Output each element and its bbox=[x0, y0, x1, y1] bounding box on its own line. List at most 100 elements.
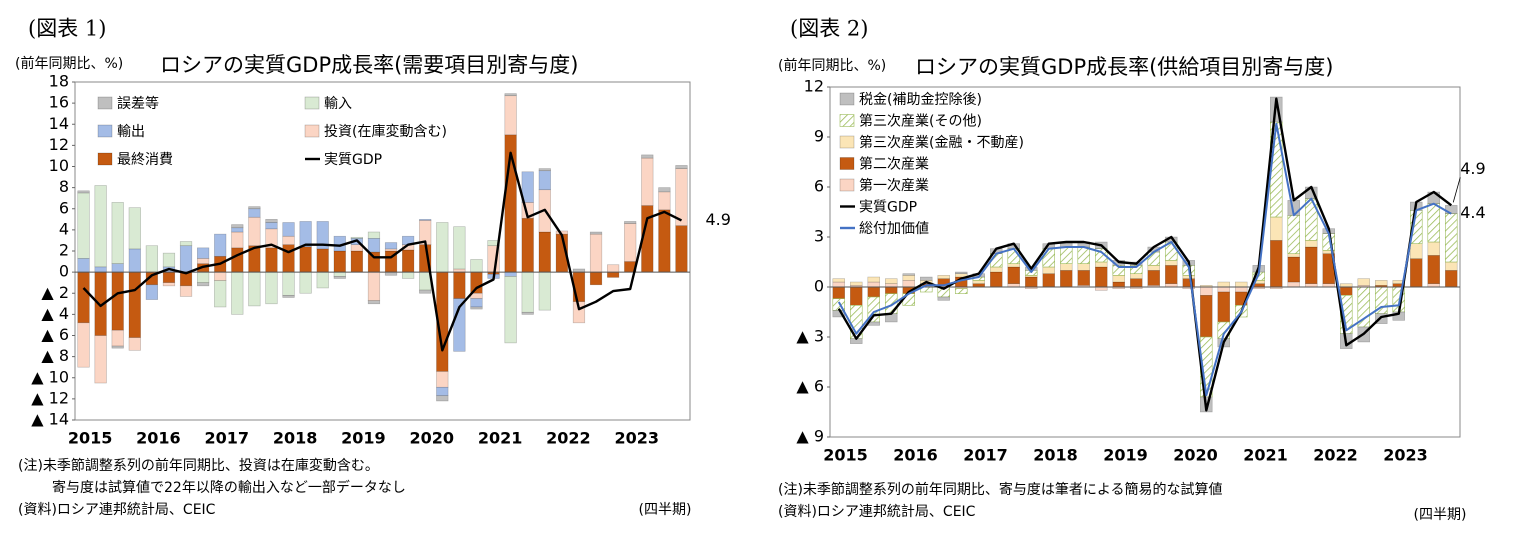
bar bbox=[128, 248, 141, 273]
bar bbox=[849, 281, 863, 286]
y-tick-label: ▲ 2 bbox=[41, 283, 69, 302]
bar bbox=[111, 263, 124, 273]
bar bbox=[179, 245, 193, 273]
bar bbox=[1112, 281, 1126, 288]
bar bbox=[1270, 240, 1283, 288]
bar bbox=[902, 275, 915, 281]
bar bbox=[94, 335, 107, 384]
bar bbox=[1427, 255, 1441, 284]
bar bbox=[884, 278, 898, 284]
bar bbox=[214, 280, 227, 308]
legend-swatch bbox=[304, 96, 320, 110]
bar bbox=[1077, 270, 1091, 286]
bar bbox=[1130, 273, 1143, 279]
note: 寄与度は試算値で22年以降の輸出入など一部データなし bbox=[52, 479, 406, 496]
bar bbox=[1287, 256, 1301, 283]
x-tick-label: 2015 bbox=[823, 446, 868, 465]
bar bbox=[197, 258, 210, 264]
bar bbox=[1165, 260, 1178, 266]
bar bbox=[231, 271, 244, 315]
bar bbox=[402, 249, 415, 273]
legend-swatch bbox=[839, 92, 855, 106]
legend-swatch bbox=[97, 152, 113, 166]
bar bbox=[453, 271, 466, 299]
bar bbox=[1060, 263, 1073, 271]
y-tick-label: 6 bbox=[59, 198, 69, 217]
bar bbox=[937, 275, 950, 279]
bar bbox=[504, 95, 517, 136]
bar bbox=[179, 285, 193, 297]
bar bbox=[145, 245, 158, 273]
figure-label: (図表 2) bbox=[790, 17, 868, 41]
bar bbox=[589, 231, 603, 235]
bar bbox=[265, 219, 278, 223]
y-tick-label: ▲ 8 bbox=[41, 346, 69, 365]
legend-swatch bbox=[97, 96, 113, 110]
legend-swatch bbox=[304, 124, 320, 138]
bar bbox=[94, 266, 107, 273]
x-axis-label: (四半期) bbox=[639, 502, 692, 518]
bar bbox=[832, 286, 845, 299]
legend-label: 実質GDP bbox=[324, 152, 382, 168]
y-tick-label: ▲ 6 bbox=[796, 377, 824, 396]
x-tick-label: 2022 bbox=[1313, 446, 1358, 465]
y-tick-label: ▲ 14 bbox=[31, 410, 69, 429]
bar bbox=[1042, 273, 1056, 288]
y-tick-label: 12 bbox=[49, 135, 69, 154]
bar bbox=[231, 231, 244, 249]
bar bbox=[1077, 263, 1091, 271]
bar bbox=[1147, 265, 1161, 271]
bar bbox=[282, 244, 295, 273]
bar bbox=[470, 271, 483, 294]
bar bbox=[624, 223, 637, 262]
legend-swatch bbox=[839, 135, 855, 149]
bar bbox=[248, 271, 261, 307]
bar bbox=[248, 208, 261, 218]
note: (注)未季節調整系列の前年同期比、寄与度は筆者による簡易的な試算値 bbox=[778, 481, 1223, 498]
bar bbox=[333, 250, 346, 273]
bar bbox=[658, 187, 671, 193]
bar bbox=[1130, 278, 1143, 288]
legend-label: 投資(在庫変動含む) bbox=[324, 123, 447, 140]
bar bbox=[1287, 215, 1301, 254]
bar bbox=[316, 248, 329, 273]
bar bbox=[128, 337, 141, 351]
bar bbox=[419, 219, 432, 221]
bar bbox=[470, 259, 483, 273]
bar bbox=[521, 171, 534, 203]
bar bbox=[350, 236, 363, 239]
bar bbox=[538, 170, 551, 191]
note: (資料)ロシア連邦統計局、CEIC bbox=[18, 502, 216, 518]
bar bbox=[1410, 243, 1423, 259]
bar bbox=[367, 271, 381, 301]
bar bbox=[77, 190, 90, 194]
y-tick-label: 14 bbox=[49, 114, 69, 133]
bar bbox=[128, 271, 141, 338]
bar bbox=[1077, 246, 1091, 264]
y-tick-label: ▲ 9 bbox=[796, 427, 824, 446]
bar bbox=[1357, 278, 1371, 286]
bar bbox=[231, 247, 244, 273]
bar bbox=[367, 238, 381, 253]
bar bbox=[402, 271, 415, 279]
bar bbox=[504, 276, 517, 344]
bar bbox=[675, 225, 688, 273]
bar bbox=[1287, 281, 1301, 288]
chart-title: ロシアの実質GDP成長率(供給項目別寄与度) bbox=[915, 55, 1334, 79]
bar bbox=[248, 216, 261, 247]
bar bbox=[470, 298, 483, 308]
x-tick-label: 2016 bbox=[893, 446, 938, 465]
annotation: 4.4 bbox=[1460, 203, 1485, 222]
legend-swatch bbox=[839, 157, 855, 170]
bar bbox=[265, 271, 278, 305]
bar bbox=[1007, 263, 1020, 268]
legend-swatch bbox=[97, 124, 113, 138]
bar bbox=[179, 241, 193, 247]
unit-label: (前年同期比、%) bbox=[778, 57, 886, 74]
bar bbox=[282, 271, 295, 296]
bar bbox=[902, 280, 915, 288]
x-tick-label: 2019 bbox=[341, 429, 386, 448]
bar bbox=[77, 258, 90, 273]
bar bbox=[1025, 276, 1038, 288]
legend-label: 第一次産業 bbox=[859, 177, 929, 194]
